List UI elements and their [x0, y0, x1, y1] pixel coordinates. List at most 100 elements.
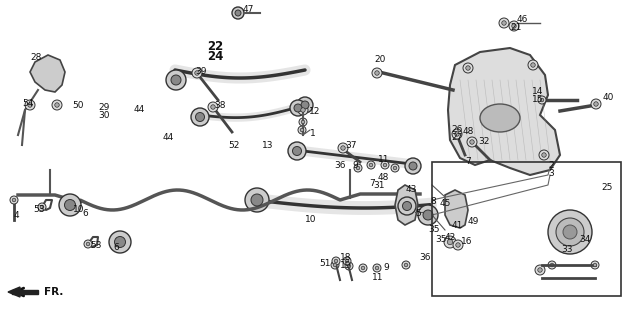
Text: 28: 28: [30, 52, 41, 61]
Circle shape: [538, 268, 542, 272]
Text: 51: 51: [319, 260, 330, 268]
Text: 31: 31: [373, 180, 384, 189]
Text: 46: 46: [517, 15, 529, 25]
Circle shape: [466, 66, 470, 70]
Circle shape: [528, 60, 538, 70]
Circle shape: [301, 101, 309, 109]
Text: 39: 39: [195, 68, 206, 76]
Circle shape: [456, 243, 460, 247]
Text: 6: 6: [113, 244, 119, 252]
Circle shape: [332, 257, 340, 265]
Ellipse shape: [480, 104, 520, 132]
Circle shape: [334, 259, 338, 263]
Text: 36: 36: [419, 253, 431, 262]
Circle shape: [463, 63, 473, 73]
Text: 9: 9: [383, 263, 389, 273]
Text: 49: 49: [468, 218, 480, 227]
Circle shape: [297, 97, 313, 113]
Circle shape: [444, 236, 456, 248]
Text: 8: 8: [430, 197, 436, 206]
Circle shape: [109, 231, 131, 253]
Text: 33: 33: [561, 244, 572, 253]
Circle shape: [166, 70, 186, 90]
Circle shape: [502, 21, 506, 25]
Circle shape: [192, 68, 202, 78]
Text: 42: 42: [445, 233, 456, 242]
Circle shape: [447, 239, 453, 245]
Text: 36: 36: [334, 161, 345, 170]
Text: FR.: FR.: [44, 287, 63, 297]
Text: 4: 4: [14, 211, 19, 220]
Text: 2: 2: [548, 162, 554, 171]
Circle shape: [232, 7, 244, 19]
Text: 3: 3: [548, 170, 554, 179]
Circle shape: [375, 71, 379, 75]
Text: 24: 24: [207, 51, 223, 63]
Circle shape: [208, 102, 218, 112]
Circle shape: [38, 203, 46, 211]
Text: 22: 22: [207, 39, 223, 52]
Polygon shape: [445, 190, 468, 228]
Bar: [432, 162, 621, 296]
Circle shape: [530, 63, 535, 67]
Text: 52: 52: [228, 140, 240, 149]
Text: 48: 48: [378, 173, 389, 182]
Text: 10: 10: [305, 215, 317, 225]
Text: 7: 7: [465, 156, 471, 165]
Text: 48: 48: [463, 127, 475, 137]
Circle shape: [345, 259, 349, 263]
Text: 27: 27: [451, 133, 462, 142]
Circle shape: [298, 105, 308, 115]
Text: 44: 44: [134, 105, 145, 114]
Circle shape: [375, 266, 379, 270]
Text: 50: 50: [72, 100, 83, 109]
Text: 12: 12: [309, 107, 320, 116]
Polygon shape: [448, 48, 560, 175]
Circle shape: [540, 98, 544, 102]
Circle shape: [559, 221, 581, 243]
Circle shape: [373, 264, 381, 272]
Text: 53: 53: [33, 205, 45, 214]
Text: 15: 15: [532, 94, 544, 103]
Text: 40: 40: [603, 93, 614, 102]
Text: 45: 45: [440, 199, 451, 209]
Circle shape: [542, 153, 546, 157]
Circle shape: [591, 99, 601, 109]
Circle shape: [383, 163, 387, 167]
Text: 16: 16: [461, 236, 473, 245]
Circle shape: [538, 96, 546, 104]
Text: 35: 35: [428, 226, 440, 235]
Text: 10: 10: [73, 204, 85, 213]
Text: 38: 38: [214, 101, 226, 110]
Circle shape: [331, 261, 339, 269]
Circle shape: [65, 199, 75, 211]
Text: 1: 1: [310, 130, 316, 139]
Circle shape: [372, 68, 382, 78]
Text: 14: 14: [532, 86, 544, 95]
Circle shape: [84, 240, 92, 248]
Polygon shape: [8, 287, 20, 297]
Circle shape: [235, 10, 241, 16]
Circle shape: [10, 196, 18, 204]
Circle shape: [499, 18, 509, 28]
Text: 7: 7: [369, 179, 375, 188]
Circle shape: [391, 164, 399, 172]
Circle shape: [591, 261, 599, 269]
Circle shape: [347, 264, 350, 268]
Circle shape: [298, 126, 306, 134]
Text: 11: 11: [378, 155, 389, 164]
Circle shape: [398, 197, 416, 215]
Circle shape: [403, 202, 411, 211]
Circle shape: [423, 210, 433, 220]
Text: 19: 19: [340, 260, 352, 269]
Circle shape: [453, 240, 463, 250]
Text: 54: 54: [22, 99, 33, 108]
Circle shape: [393, 166, 397, 170]
Circle shape: [470, 140, 474, 144]
Text: 5: 5: [415, 209, 421, 218]
Text: 13: 13: [262, 140, 273, 149]
Circle shape: [294, 104, 302, 112]
Circle shape: [539, 150, 549, 160]
Polygon shape: [12, 290, 38, 294]
Circle shape: [551, 263, 554, 267]
